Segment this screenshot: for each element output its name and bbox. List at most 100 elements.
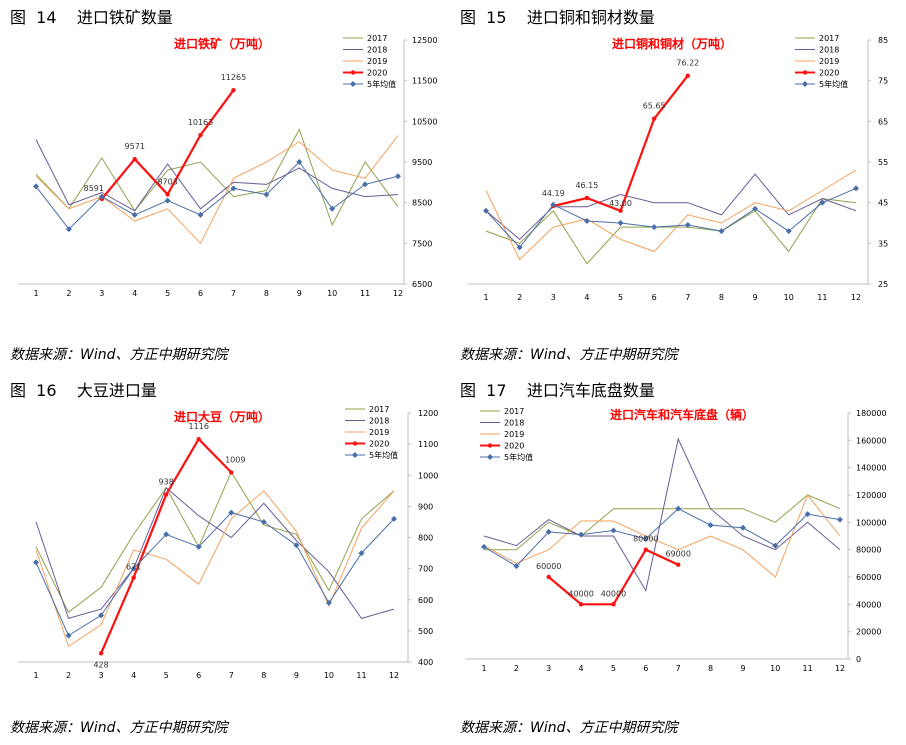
legend-label: 2018 — [369, 417, 389, 426]
series-5-line — [35, 512, 395, 637]
y-tick-label: 600 — [418, 596, 433, 605]
x-tick-label: 2 — [517, 293, 522, 302]
legend-marker — [352, 452, 358, 458]
x-tick-label: 7 — [229, 671, 234, 680]
series-5-point — [293, 542, 300, 549]
data-label: 76.22 — [676, 59, 699, 68]
x-tick-label: 8 — [719, 293, 724, 302]
data-label: 8703 — [157, 177, 177, 186]
legend-label: 2019 — [367, 57, 387, 66]
x-tick-label: 4 — [579, 664, 584, 673]
chart-title: 进口大豆（万吨） — [174, 409, 270, 424]
series-5-point — [131, 211, 138, 218]
x-tick-label: 10 — [770, 664, 780, 673]
legend-label: 2017 — [369, 405, 389, 414]
data-label: 10163 — [188, 118, 213, 127]
x-tick-label: 1 — [33, 289, 38, 298]
y-tick-label: 400 — [418, 658, 433, 667]
figure-source: 数据来源：Wind、方正中期研究院 — [10, 347, 228, 363]
data-label: 938 — [159, 478, 174, 487]
legend-label: 5年均值 — [367, 79, 396, 89]
y-tick-label: 80000 — [856, 546, 881, 555]
y-tick-label: 85 — [878, 36, 888, 45]
series-5-point — [651, 224, 658, 231]
series-2017-line — [35, 128, 399, 227]
series-2019-line — [35, 135, 399, 245]
legend-label: 5年均值 — [369, 450, 398, 460]
x-tick-label: 10 — [327, 289, 337, 298]
legend-marker — [802, 81, 808, 87]
y-tick-label: 55 — [878, 158, 888, 167]
series-5-point — [684, 222, 691, 229]
data-label: 60000 — [536, 562, 561, 571]
series-2018-line — [35, 486, 395, 620]
chart-title: 进口铜和铜材（万吨） — [612, 36, 732, 51]
series-5-line — [35, 161, 399, 230]
legend-label: 5年均值 — [819, 79, 848, 89]
series-5-point — [583, 217, 590, 224]
x-tick-label: 1 — [481, 664, 486, 673]
x-tick-label: 9 — [753, 293, 758, 302]
x-tick-label: 5 — [164, 671, 169, 680]
x-tick-label: 8 — [261, 671, 266, 680]
series-2020-point — [231, 88, 236, 93]
data-label: 65.65 — [643, 102, 666, 111]
data-label: 9571 — [125, 142, 145, 151]
series-2020-point — [611, 602, 616, 607]
data-label: 44.19 — [542, 189, 565, 198]
auto-chassis-chart: 1800001600001400001200001000008000060000… — [466, 407, 887, 673]
series-5-point — [837, 516, 843, 523]
series-5-point — [752, 205, 759, 212]
x-tick-label: 8 — [708, 664, 713, 673]
series-5-point — [33, 559, 39, 566]
series-5-point — [578, 531, 585, 538]
data-label: 1116 — [189, 422, 209, 431]
series-5-point — [707, 522, 714, 529]
legend-label: 2020 — [819, 69, 839, 78]
series-5-point — [195, 543, 202, 550]
x-tick-label: 10 — [324, 671, 334, 680]
chart-panel-soybean: 图 16 大豆进口量 1200 1100 1000 900 800 700 600 500 40… — [0, 373, 450, 745]
legend-label: 2017 — [367, 34, 387, 43]
series-5-point — [718, 228, 725, 235]
series-5-point — [358, 550, 365, 557]
legend-label: 2018 — [367, 46, 387, 55]
series-5-point — [163, 531, 170, 538]
data-label: 671 — [126, 563, 141, 572]
y-tick-label: 180000 — [856, 409, 887, 418]
x-tick-label: 11 — [356, 671, 366, 680]
x-tick-label: 9 — [740, 664, 745, 673]
y-tick-label: 11500 — [412, 77, 437, 86]
y-tick-label: 45 — [878, 199, 888, 208]
series-2019-line — [35, 490, 395, 648]
y-tick-label: 12500 — [412, 36, 437, 45]
series-2017-line — [484, 494, 841, 551]
series-5-point — [617, 220, 624, 226]
legend-marker — [487, 443, 493, 448]
y-tick-label: 20000 — [856, 628, 881, 637]
series-5-line — [485, 187, 857, 249]
legend-label: 2017 — [819, 34, 839, 43]
series-5-point — [395, 173, 401, 180]
x-tick-label: 12 — [393, 289, 403, 298]
x-tick-label: 6 — [196, 671, 201, 680]
series-5-point — [260, 518, 267, 525]
series-5-point — [853, 185, 859, 192]
x-tick-label: 3 — [99, 289, 104, 298]
x-tick-label: 11 — [360, 289, 370, 298]
series-5-point — [197, 211, 204, 218]
legend-label: 2019 — [504, 430, 524, 439]
series-2020-line — [100, 437, 233, 654]
series-2019-line — [485, 169, 857, 261]
legend-label: 2019 — [819, 57, 839, 66]
series-5-point — [296, 159, 303, 165]
series-5-point — [130, 565, 137, 572]
series-5-point — [516, 244, 523, 251]
series-2020-point — [578, 602, 584, 607]
x-tick-label: 3 — [99, 671, 104, 680]
data-label: 69000 — [665, 550, 690, 559]
data-label: 80000 — [633, 535, 658, 544]
y-tick-label: 160000 — [856, 436, 887, 445]
